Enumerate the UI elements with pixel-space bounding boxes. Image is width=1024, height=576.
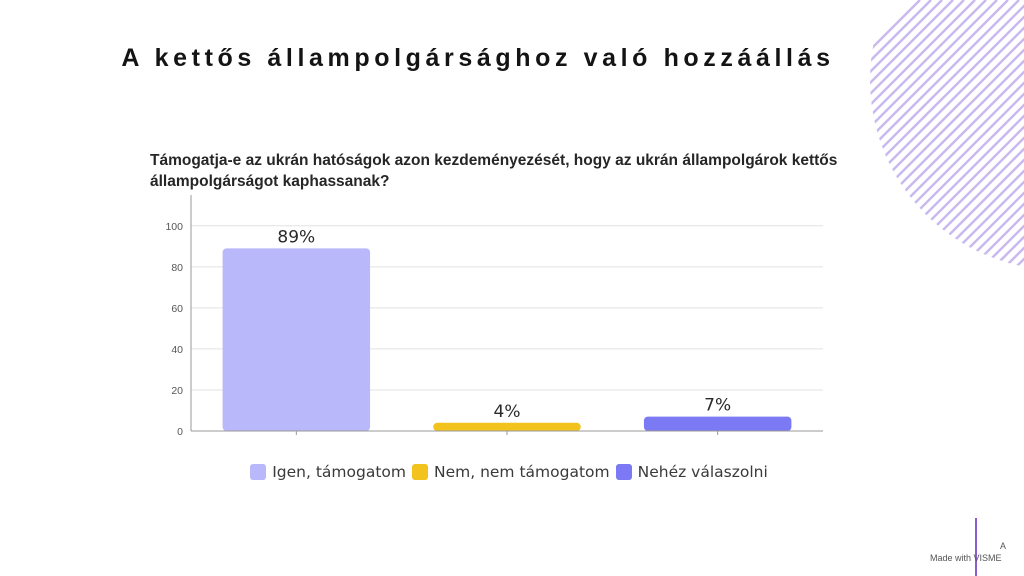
stripe-line [870, 0, 998, 270]
y-tick-label: 100 [165, 221, 183, 233]
bar [643, 416, 792, 431]
stripe-line [870, 0, 1024, 270]
brand-divider [975, 518, 977, 576]
chart-title: Támogatja-e az ukrán hatóságok azon kezd… [150, 152, 838, 190]
y-tick-label: 80 [171, 262, 183, 274]
brand-logo: A [1000, 541, 1007, 551]
stripe-line [938, 0, 1024, 270]
stripe-line [870, 0, 1024, 270]
data-label: 7% [704, 396, 731, 416]
stripe-line [870, 0, 987, 270]
y-axis-ticks: 0 20 40 60 80 100 [165, 221, 183, 438]
legend-item: Igen, támogatom [250, 463, 406, 481]
slide-title: A kettős állampolgársághoz való hozzááll… [121, 44, 835, 72]
legend-label: Igen, támogatom [272, 463, 406, 481]
legend-item: Nem, nem támogatom [411, 463, 610, 481]
stripe-line [870, 0, 1020, 270]
stripe-line [960, 0, 1024, 270]
stripe-line [870, 0, 954, 270]
stripe-line [870, 0, 1024, 270]
legend-swatch [250, 464, 267, 480]
data-labels: 89% 4% 7% [277, 227, 731, 435]
y-tick-label: 40 [171, 344, 183, 356]
y-tick-label: 60 [171, 303, 183, 315]
y-tick-label: 20 [171, 385, 183, 397]
stripe-line [870, 0, 976, 270]
legend-swatch [615, 464, 632, 480]
bar [433, 422, 581, 431]
stripe-line [870, 0, 1024, 270]
legend-item: Nehéz válaszolni [615, 463, 768, 481]
legend-label: Nehéz válaszolni [637, 463, 768, 481]
stripe-line [971, 0, 1024, 270]
stripe-line [927, 0, 1024, 270]
bar [222, 248, 371, 431]
stripe-line [870, 0, 1024, 270]
bars [222, 248, 792, 431]
stripe-line [870, 0, 1009, 270]
stripe-line [870, 0, 932, 270]
y-tick-label: 0 [177, 426, 183, 438]
stripe-line [870, 0, 965, 270]
stripe-line [870, 0, 1024, 270]
legend-label: Nem, nem támogatom [433, 463, 610, 481]
stripe-line [870, 0, 1024, 270]
legend-swatch [411, 464, 428, 480]
stripe-line [870, 0, 943, 270]
stripe-line [949, 0, 1024, 270]
stripe-line [870, 0, 1024, 270]
data-label: 4% [494, 402, 521, 422]
data-label: 89% [277, 227, 315, 247]
chart-legend: Igen, támogatom Nem, nem támogatom Nehéz v… [0, 463, 1024, 481]
brand-credit: Made with VISME [930, 553, 1002, 563]
